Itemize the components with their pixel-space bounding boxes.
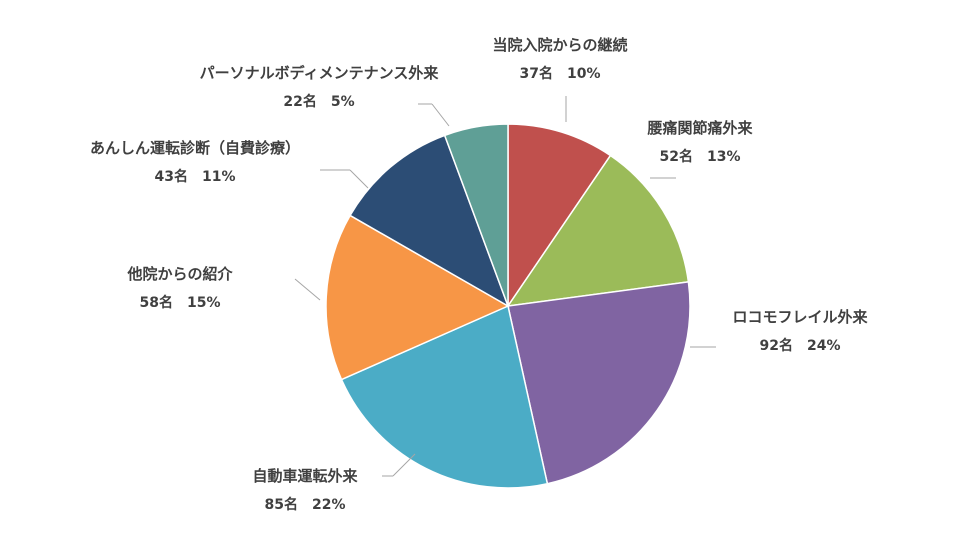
leader-line-7-2 <box>431 103 450 127</box>
pie-slices <box>325 123 691 489</box>
pie-slice-5 <box>325 214 510 381</box>
slice-value-label-4: 85名 22% <box>265 496 346 513</box>
slice-value-label-3: 92名 24% <box>760 337 841 354</box>
leader-lines <box>294 96 716 477</box>
slice-label-4: 自動車運転外来 <box>252 467 358 485</box>
slice-label-6: あんしん運転診断（自費診療） <box>90 139 300 157</box>
slice-value-label-1: 37名 10% <box>520 65 601 82</box>
slice-label-3: ロコモフレイル外来 <box>732 308 868 326</box>
pie-slice-6 <box>349 134 510 308</box>
pie-slice-7 <box>443 123 509 307</box>
pie-slice-3 <box>507 280 691 485</box>
slice-value-label-5: 58名 15% <box>140 294 221 311</box>
slice-label-2: 腰痛関節痛外来 <box>646 119 753 137</box>
pie-slice-2 <box>506 154 690 307</box>
slice-value-label-7: 22名 5% <box>283 93 354 110</box>
slice-label-5: 他院からの紹介 <box>126 265 233 283</box>
leader-line-4-2 <box>392 453 416 477</box>
slice-labels: 当院入院からの継続 37名 10% 腰痛関節痛外来 52名 13% ロコモフレイル外来 9… <box>90 36 869 513</box>
slice-value-label-2: 52名 13% <box>660 148 741 165</box>
slice-label-1: 当院入院からの継続 <box>492 36 627 54</box>
leader-line-5-1 <box>294 278 321 301</box>
pie-slice-1 <box>507 123 612 309</box>
slice-value-label-6: 43名 11% <box>155 168 236 185</box>
pie-slice-4 <box>340 304 549 489</box>
leader-line-6-2 <box>349 169 369 189</box>
slice-label-7: パーソナルボディメンテナンス外来 <box>200 64 440 82</box>
